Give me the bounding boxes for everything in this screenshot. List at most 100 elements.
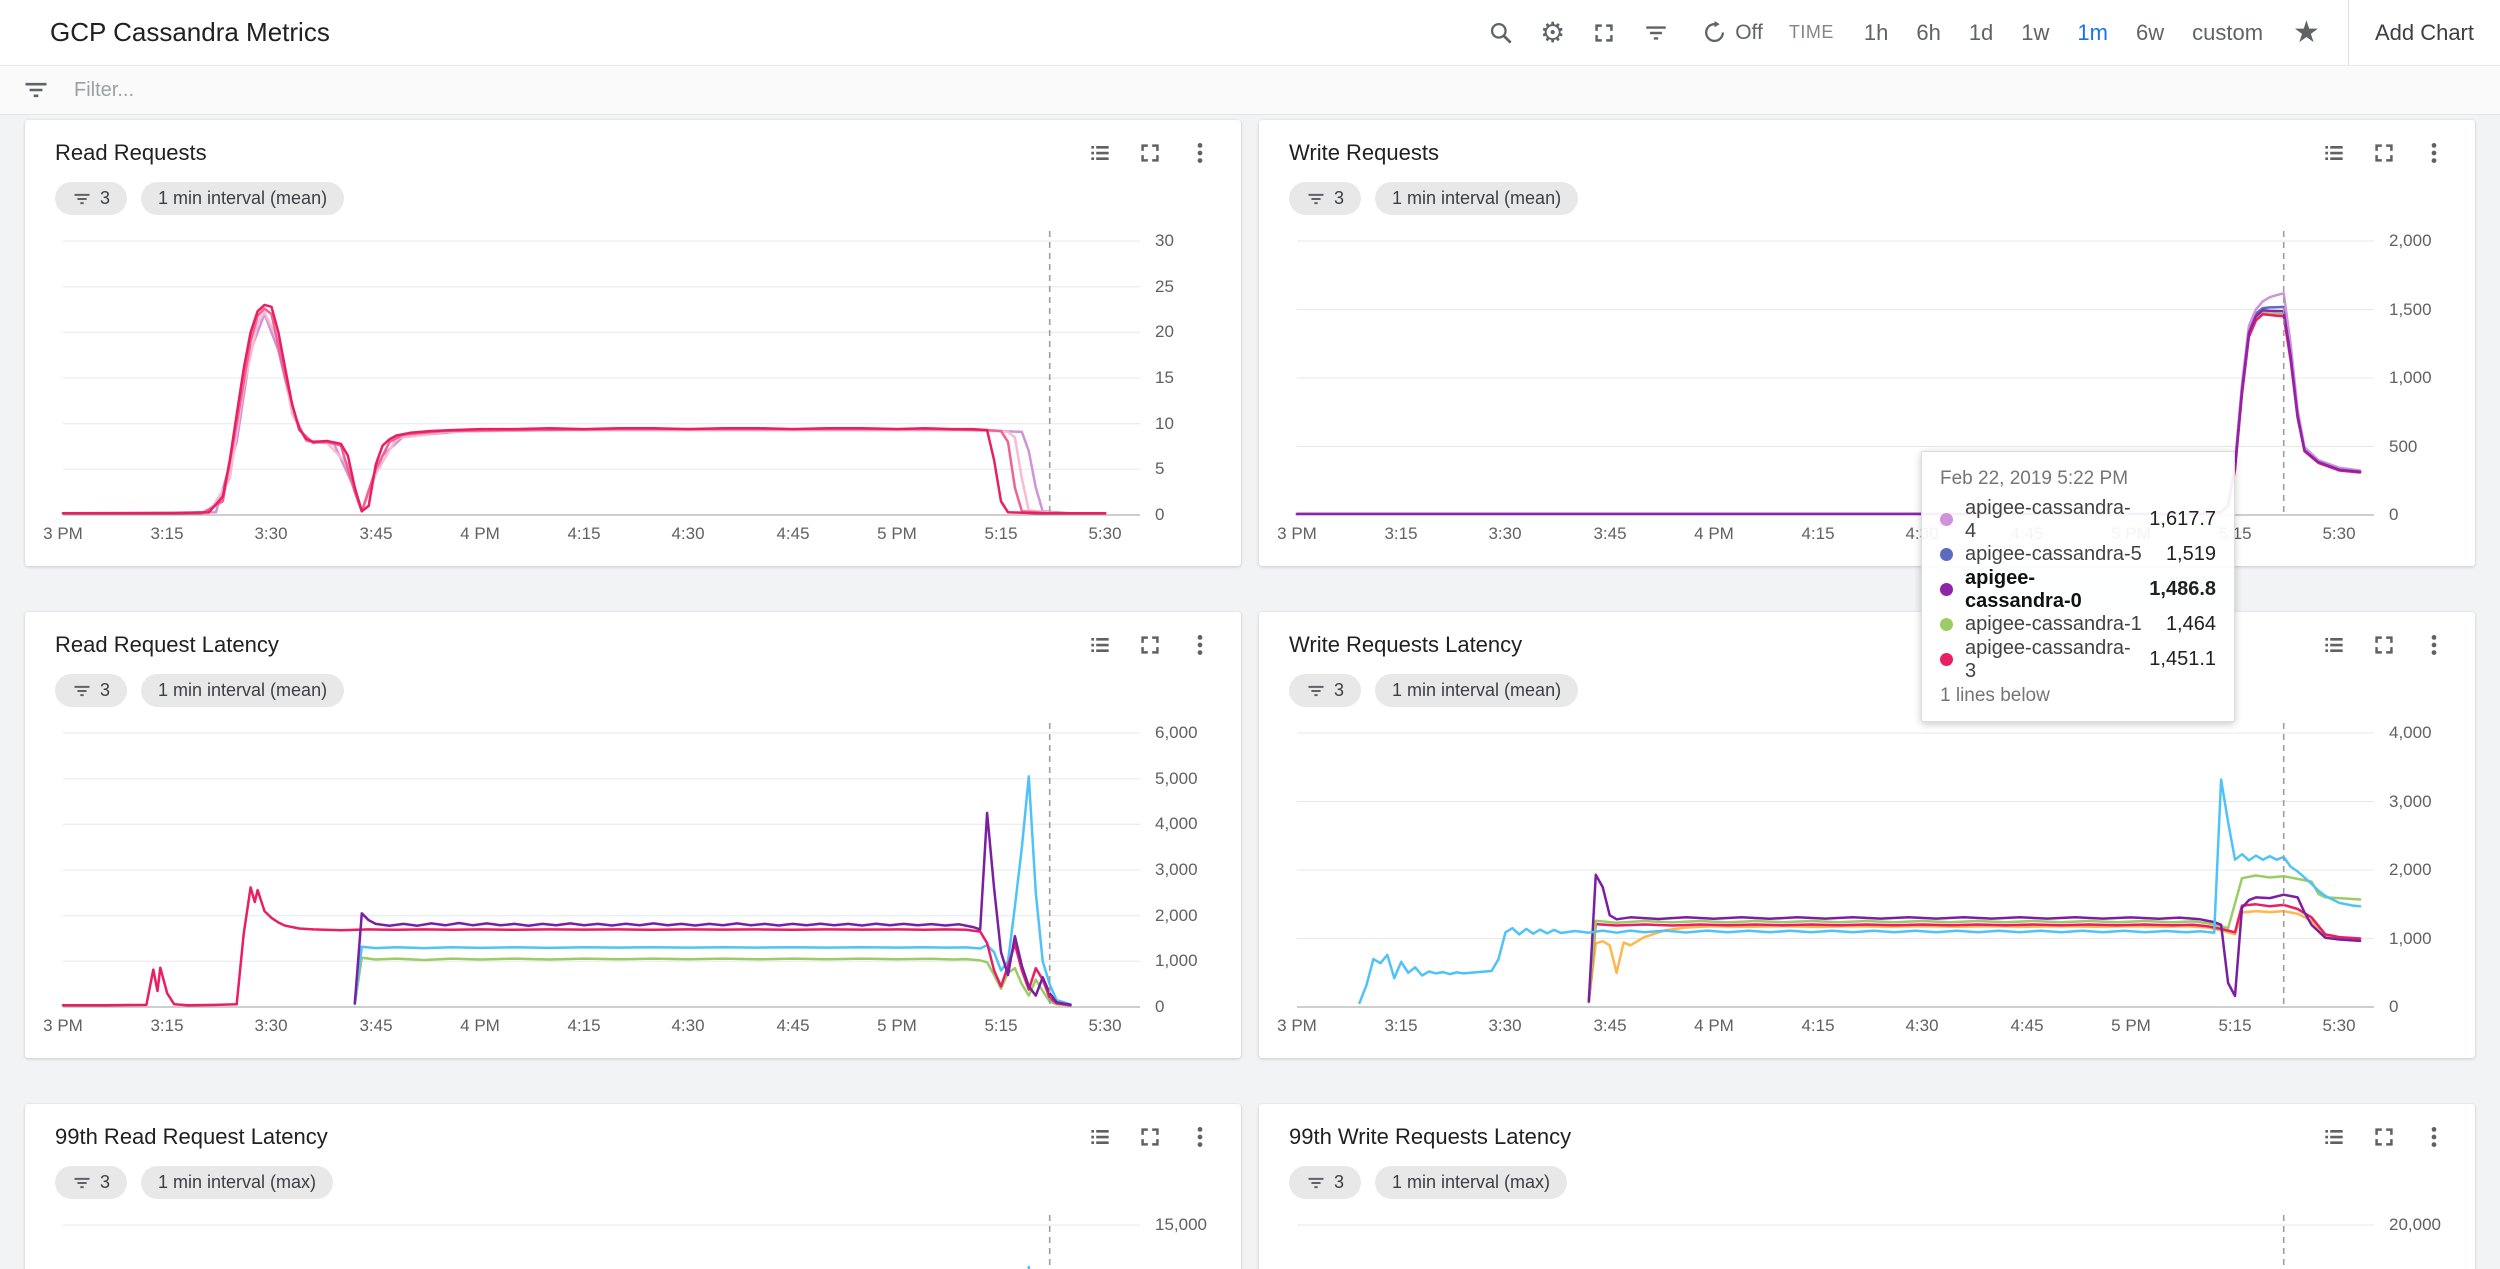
filter-count-chip[interactable]: 3 — [1289, 182, 1362, 215]
favorite-star-icon[interactable]: ★ — [2293, 15, 2320, 49]
x-axis-tick: 5:15 — [984, 524, 1018, 543]
tooltip-series-row: apigee-cassandra-3 1,451.1 — [1940, 637, 2216, 682]
search-icon[interactable] — [1487, 19, 1514, 46]
interval-chip[interactable]: 1 min interval (mean) — [141, 182, 345, 215]
x-axis-tick: 4 PM — [460, 1016, 500, 1035]
y-axis-tick: 0 — [2389, 505, 2399, 524]
series-value: 1,519 — [2165, 543, 2216, 565]
line-chart[interactable]: 0 1,000 2,000 3,000 4,000 3 PM 3:15 3:30 3:45 4 P… — [1277, 721, 2445, 1051]
time-range-1m[interactable]: 1m — [2077, 19, 2108, 45]
kebab-menu-icon[interactable] — [2421, 140, 2447, 166]
time-range-1d[interactable]: 1d — [1968, 19, 1994, 45]
legend-icon[interactable] — [1087, 632, 1113, 658]
x-axis-tick: 5:15 — [984, 1016, 1018, 1035]
x-axis-tick: 4 PM — [460, 524, 500, 543]
kebab-menu-icon[interactable] — [1187, 632, 1213, 658]
x-axis-tick: 3 PM — [1277, 524, 1317, 543]
y-axis-tick: 5,000 — [1155, 769, 1198, 788]
kebab-menu-icon[interactable] — [2421, 1124, 2447, 1150]
interval-chip[interactable]: 1 min interval (mean) — [1375, 182, 1579, 215]
x-axis-tick: 5:30 — [2322, 1016, 2356, 1035]
legend-icon[interactable] — [1087, 140, 1113, 166]
legend-icon[interactable] — [2321, 140, 2347, 166]
tooltip-series-row: apigee-cassandra-0 1,486.8 — [1940, 567, 2216, 612]
series-value: 1,486.8 — [2149, 578, 2216, 600]
line-chart[interactable]: 0 500 1,000 1,500 2,000 3 PM 3:15 3:30 3:45 4 PM 4… — [1277, 229, 2445, 559]
interval-chip[interactable]: 1 min interval (mean) — [1375, 674, 1579, 707]
filter-input[interactable] — [74, 78, 774, 102]
x-axis-tick: 4:45 — [2010, 1016, 2044, 1035]
x-axis-tick: 3 PM — [43, 524, 83, 543]
chart-card-read-request-latency: Read Request Latency 3 1 min interval (m… — [25, 612, 1241, 1058]
legend-icon[interactable] — [2321, 632, 2347, 658]
x-axis-tick: 4:15 — [567, 524, 601, 543]
interval-chip[interactable]: 1 min interval (max) — [1375, 1166, 1568, 1199]
settings-gear-icon[interactable]: ⚙ — [1540, 16, 1566, 48]
x-axis-tick: 5:30 — [1088, 524, 1122, 543]
y-axis-tick: 1,000 — [2389, 929, 2432, 948]
x-axis-tick: 3:45 — [1593, 524, 1627, 543]
y-axis-tick: 10 — [1155, 414, 1174, 433]
kebab-menu-icon[interactable] — [1187, 1124, 1213, 1150]
time-range-custom[interactable]: custom — [2192, 19, 2264, 45]
refresh-state-label: Off — [1735, 20, 1763, 44]
y-axis-tick: 2,000 — [2389, 231, 2432, 250]
filter-bar — [0, 66, 2500, 115]
filter-icon[interactable] — [1643, 20, 1669, 46]
interval-chip[interactable]: 1 min interval (mean) — [141, 674, 345, 707]
x-axis-tick: 3:15 — [1384, 1016, 1418, 1035]
kebab-menu-icon[interactable] — [1187, 140, 1213, 166]
filter-count-chip[interactable]: 3 — [55, 674, 128, 707]
line-chart[interactable]: 0 5 10 15 20 25 30 3 PM 3:15 3:30 3:45 4 PM 4:15 4:30… — [43, 229, 1211, 559]
expand-icon[interactable] — [1137, 140, 1163, 166]
series-color-dot — [1940, 513, 1953, 526]
expand-icon[interactable] — [2371, 1124, 2397, 1150]
tooltip-series-row: apigee-cassandra-1 1,464 — [1940, 607, 2216, 642]
legend-icon[interactable] — [1087, 1124, 1113, 1150]
y-axis-tick: 0 — [2389, 997, 2399, 1016]
filter-count-chip[interactable]: 3 — [55, 182, 128, 215]
chart-title: Read Requests — [55, 140, 207, 165]
interval-chip[interactable]: 1 min interval (max) — [141, 1166, 334, 1199]
series-name: apigee-cassandra-0 — [1965, 566, 2082, 612]
chart-title: Write Requests — [1289, 140, 1439, 165]
expand-icon[interactable] — [1137, 1124, 1163, 1150]
x-axis-tick: 3:45 — [359, 1016, 393, 1035]
tooltip-timestamp: Feb 22, 2019 5:22 PM — [1940, 468, 2129, 489]
fullscreen-icon[interactable] — [1591, 20, 1617, 46]
y-axis-tick: 25 — [1155, 277, 1174, 296]
expand-icon[interactable] — [2371, 632, 2397, 658]
filter-count-chip[interactable]: 3 — [55, 1166, 128, 1199]
time-range-6h[interactable]: 6h — [1916, 19, 1941, 45]
expand-icon[interactable] — [1137, 632, 1163, 658]
kebab-menu-icon[interactable] — [2421, 632, 2447, 658]
time-range-1h[interactable]: 1h — [1863, 19, 1889, 45]
expand-icon[interactable] — [2371, 140, 2397, 166]
series-color-dot — [1940, 548, 1953, 561]
dashboard-title: GCP Cassandra Metrics — [50, 17, 330, 47]
tooltip-series-row: apigee-cassandra-4 1,617.7 — [1940, 497, 2216, 542]
time-range-1w[interactable]: 1w — [2021, 19, 2050, 45]
x-axis-tick: 5:30 — [2322, 524, 2356, 543]
add-chart-button[interactable]: Add Chart — [2347, 0, 2500, 65]
auto-refresh-toggle[interactable]: Off — [1702, 20, 1763, 45]
y-axis-tick: 1,000 — [2389, 368, 2432, 387]
x-axis-tick: 4:15 — [1801, 524, 1835, 543]
series-color-dot — [1940, 583, 1953, 596]
x-axis-tick: 3:30 — [254, 524, 288, 543]
legend-icon[interactable] — [2321, 1124, 2347, 1150]
x-axis-tick: 5:30 — [1088, 1016, 1122, 1035]
chart-title: Write Requests Latency — [1289, 632, 1523, 657]
time-dropdown-label[interactable]: TIME — [1788, 22, 1834, 42]
y-axis-tick: 4,000 — [1155, 814, 1198, 833]
line-chart[interactable]: 0 1,000 2,000 3,000 4,000 5,000 6,000 3 PM 3:15 3… — [43, 721, 1211, 1051]
filter-count-chip[interactable]: 3 — [1289, 674, 1362, 707]
y-axis-tick: 3,000 — [1155, 860, 1198, 879]
series-name: apigee-cassandra-1 — [1965, 613, 2142, 635]
time-range-6w[interactable]: 6w — [2135, 19, 2165, 45]
x-axis-tick: 3:30 — [1488, 524, 1522, 543]
filter-count-chip[interactable]: 3 — [1289, 1166, 1362, 1199]
